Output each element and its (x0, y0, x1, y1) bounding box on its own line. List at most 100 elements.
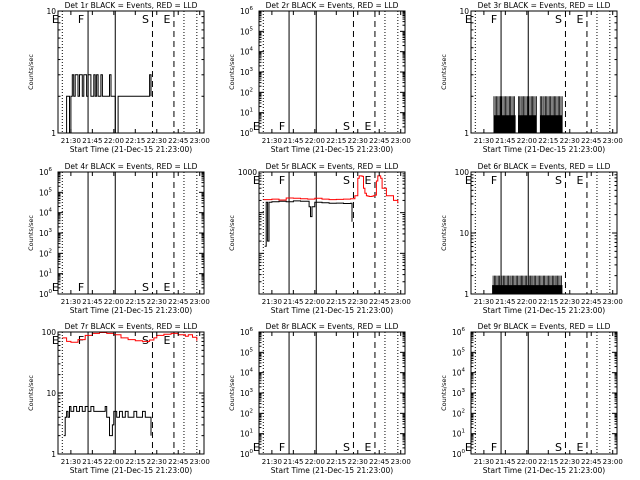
marker-label: F (491, 13, 497, 26)
y-tick-label: 10 (459, 7, 469, 16)
marker-label: E (465, 174, 472, 187)
series-events (492, 275, 563, 294)
y-tick-label: 106 (240, 6, 254, 16)
y-axis-title: Counts/sec (27, 54, 35, 90)
panel-title: Det 6r BLACK = Events, RED = LLD (478, 162, 611, 171)
y-tick-label: 103 (240, 67, 254, 77)
x-tick-label: 22:45 (581, 137, 601, 145)
y-axis: 1 10 Counts/sec (27, 7, 204, 138)
x-tick-label: 21:30 (262, 458, 282, 466)
y-axis: 100 101 102 103 104 105 106 Counts/sec (27, 167, 204, 299)
y-tick-label: 103 (240, 388, 254, 398)
x-tick-label: 22:00 (305, 298, 325, 306)
y-tick-label: 100 (240, 128, 254, 138)
x-axis: 21:30 21:45 22:00 22:15 22:30 22:45 23:00Start… (61, 332, 210, 475)
marker-label: E (163, 281, 170, 294)
x-tick-label: 22:00 (517, 458, 537, 466)
x-tick-label: 23:00 (190, 298, 210, 306)
y-axis: 1 10 Counts/sec (440, 7, 617, 138)
x-tick-label: 21:45 (495, 298, 515, 306)
x-tick-label: 22:00 (305, 458, 325, 466)
x-tick-label: 21:45 (495, 137, 515, 145)
panel-title: Det 1r BLACK = Events, RED = LLD (65, 1, 198, 10)
x-axis-title: Start Time (21-Dec-15 21:23:00) (483, 466, 605, 475)
x-tick-label: 23:00 (190, 137, 210, 145)
x-axis-title: Start Time (21-Dec-15 21:23:00) (483, 306, 605, 315)
marker-label: F (78, 13, 84, 26)
x-tick-label: 22:00 (104, 458, 124, 466)
marker-label: S (142, 281, 149, 294)
x-tick-label: 21:45 (283, 298, 303, 306)
plot-frame (470, 10, 618, 134)
y-tick-label: 102 (240, 408, 253, 418)
marker-label: F (78, 334, 84, 347)
y-tick-label: 1 (51, 129, 56, 138)
x-tick-label: 22:45 (168, 298, 188, 306)
x-tick-label: 23:00 (603, 458, 623, 466)
y-axis-title: Counts/sec (228, 215, 236, 251)
marker-label: F (279, 120, 285, 133)
x-tick-label: 22:30 (348, 298, 368, 306)
y-axis: 1 10 100 Counts/sec (440, 168, 617, 299)
x-tick-label: 22:30 (560, 298, 580, 306)
plot-frame (57, 10, 205, 134)
x-axis: 21:30 21:45 22:00 22:15 22:30 22:45 23:00Start… (474, 332, 623, 475)
x-tick-label: 21:45 (82, 458, 102, 466)
y-tick-label: 104 (240, 47, 254, 57)
marker-label: E (576, 174, 583, 187)
marker-label: S (555, 174, 562, 187)
x-tick-label: 21:45 (82, 137, 102, 145)
y-tick-label: 104 (452, 368, 466, 378)
x-tick-label: 21:30 (61, 458, 81, 466)
plot-frame (470, 331, 618, 455)
x-tick-label: 21:45 (283, 137, 303, 145)
x-tick-label: 22:00 (104, 298, 124, 306)
y-tick-label: 10 (459, 229, 469, 238)
x-tick-label: 22:15 (538, 458, 558, 466)
marker-label: S (555, 13, 562, 26)
x-tick-label: 22:30 (560, 458, 580, 466)
x-tick-label: 22:45 (168, 137, 188, 145)
x-tick-label: 22:15 (326, 137, 346, 145)
x-tick-label: 23:00 (603, 137, 623, 145)
y-tick-label: 104 (39, 208, 53, 218)
marker-label: S (142, 334, 149, 347)
x-tick-label: 22:00 (517, 137, 537, 145)
y-axis: 1 10 100 Counts/sec (27, 328, 204, 459)
marker-label: E (465, 441, 472, 454)
x-tick-label: 22:00 (104, 137, 124, 145)
marker-label: E (576, 13, 583, 26)
x-axis-title: Start Time (21-Dec-15 21:23:00) (271, 466, 393, 475)
x-tick-label: 22:15 (125, 298, 145, 306)
x-tick-label: 21:30 (61, 298, 81, 306)
marker-label: E (465, 13, 472, 26)
marker-label: E (364, 441, 371, 454)
y-axis-title: Counts/sec (27, 375, 35, 411)
y-tick-label: 105 (452, 347, 466, 357)
x-tick-label: 21:30 (262, 137, 282, 145)
y-axis-title: Counts/sec (440, 215, 448, 251)
y-axis-title: Counts/sec (228, 375, 236, 411)
series-lld (62, 332, 198, 343)
x-tick-label: 22:45 (369, 298, 389, 306)
marker-label: S (343, 174, 350, 187)
y-tick-label: 102 (452, 408, 465, 418)
marker-label: E (163, 13, 170, 26)
x-axis-title: Start Time (21-Dec-15 21:23:00) (70, 306, 192, 315)
y-tick-label: 100 (39, 289, 53, 299)
marker-label: S (343, 441, 350, 454)
x-tick-label: 22:15 (326, 458, 346, 466)
panel-title: Det 5r BLACK = Events, RED = LLD (266, 162, 399, 171)
series-events (63, 74, 152, 134)
x-tick-label: 22:45 (369, 458, 389, 466)
x-axis: 21:30 21:45 22:00 22:15 22:30 22:45 23:00Start… (61, 11, 210, 154)
marker-label: F (491, 441, 497, 454)
y-tick-label: 101 (240, 429, 253, 439)
